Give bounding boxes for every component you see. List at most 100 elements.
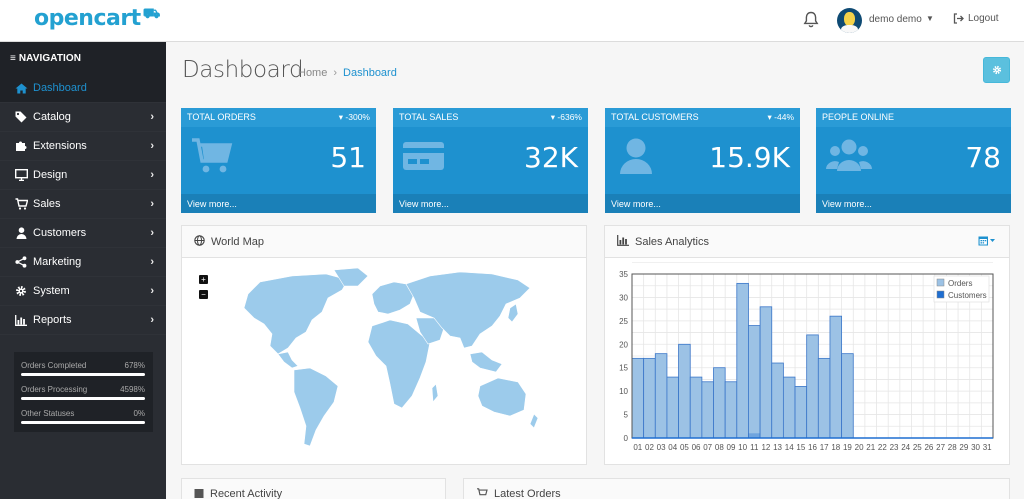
sign-out-icon <box>953 13 964 24</box>
orders-bar <box>829 315 843 439</box>
orders-bar <box>643 357 656 439</box>
x-tick-label: 12 <box>761 443 770 452</box>
sidebar-item-marketing[interactable]: Marketing › <box>0 248 166 277</box>
credit-card-icon <box>403 137 445 178</box>
y-tick-label: 15 <box>619 364 628 373</box>
calendar-icon <box>194 488 204 499</box>
chevron-right-icon: › <box>150 111 154 123</box>
progress-bar <box>21 373 145 376</box>
view-more-link[interactable]: View more... <box>181 194 376 213</box>
legend-swatch-customers <box>936 290 945 299</box>
legend-label-customers: Customers <box>948 291 987 300</box>
user-icon <box>14 227 28 239</box>
sidebar-item-sales[interactable]: Sales › <box>0 190 166 219</box>
x-tick-label: 16 <box>808 443 817 452</box>
tile-total-sales: TOTAL SALES ▾ -636% 32K View more... <box>393 108 588 213</box>
x-tick-label: 10 <box>738 443 747 452</box>
view-more-link[interactable]: View more... <box>816 194 1011 213</box>
header: opencart ⛟ demo demo ▼ Logout <box>0 0 1024 42</box>
breadcrumb-dashboard[interactable]: Dashboard <box>343 67 397 79</box>
map-zoom-out-button[interactable]: − <box>199 290 208 299</box>
orders-bar <box>806 334 819 439</box>
sidebar: ≡ NAVIGATION Dashboard Catalog › Extensio… <box>0 42 166 499</box>
x-tick-label: 01 <box>633 443 642 452</box>
gear-icon <box>14 285 28 297</box>
view-more-link[interactable]: View more... <box>393 194 588 213</box>
orders-bar <box>841 353 854 439</box>
orders-bar <box>678 343 691 439</box>
avatar[interactable] <box>837 8 862 33</box>
view-more-link[interactable]: View more... <box>605 194 800 213</box>
y-tick-label: 30 <box>619 293 628 302</box>
x-tick-label: 07 <box>703 443 712 452</box>
cart-icon <box>476 487 488 499</box>
x-tick-label: 19 <box>843 443 852 452</box>
page-title: Dashboard <box>182 57 304 83</box>
tag-icon <box>14 111 28 123</box>
orders-bar <box>666 376 679 439</box>
x-tick-label: 06 <box>692 443 701 452</box>
orders-bar <box>771 362 784 439</box>
home-icon <box>14 82 28 94</box>
orders-bar <box>794 386 808 439</box>
x-tick-label: 03 <box>657 443 666 452</box>
chevron-right-icon: › <box>150 256 154 268</box>
chevron-right-icon: › <box>150 285 154 297</box>
y-tick-label: 35 <box>619 270 628 279</box>
orders-bar <box>713 367 726 439</box>
logo[interactable]: opencart ⛟ <box>34 6 160 31</box>
sidebar-item-catalog[interactable]: Catalog › <box>0 103 166 132</box>
monitor-icon <box>14 169 28 181</box>
map-region-africa <box>367 319 431 409</box>
settings-button[interactable] <box>983 57 1010 83</box>
orders-bar <box>689 376 703 439</box>
orders-bar <box>631 357 645 439</box>
map-region-southeast-asia <box>469 351 503 373</box>
map-region-central-america <box>277 351 299 369</box>
sidebar-item-customers[interactable]: Customers › <box>0 219 166 248</box>
breadcrumb: Home › Dashboard <box>298 67 397 79</box>
y-tick-label: 25 <box>619 317 628 326</box>
sidebar-item-dashboard[interactable]: Dashboard <box>0 74 166 103</box>
logout-link[interactable]: Logout <box>953 13 999 24</box>
area-chart-icon <box>617 234 629 249</box>
chevron-right-icon: › <box>150 169 154 181</box>
chevron-right-icon: › <box>150 227 154 239</box>
map-region-japan <box>507 303 519 323</box>
x-tick-label: 05 <box>680 443 689 452</box>
caret-down-icon: ▾ <box>338 112 344 122</box>
chevron-right-icon: › <box>150 140 154 152</box>
sidebar-item-system[interactable]: System › <box>0 277 166 306</box>
stat-orders-processing: Orders Processing 4598% <box>21 385 145 400</box>
y-tick-label: 5 <box>624 411 629 420</box>
tile-people-online: PEOPLE ONLINE 78 View more... <box>816 108 1011 213</box>
map-zoom-in-button[interactable]: + <box>199 275 208 284</box>
sidebar-item-extensions[interactable]: Extensions › <box>0 132 166 161</box>
sidebar-item-design[interactable]: Design › <box>0 161 166 190</box>
caret-down-icon: ▾ <box>767 112 772 122</box>
progress-bar <box>21 421 145 424</box>
legend-swatch-orders <box>936 278 945 287</box>
bell-icon[interactable] <box>803 11 819 32</box>
sidebar-item-reports[interactable]: Reports › <box>0 306 166 335</box>
share-icon <box>14 256 28 268</box>
world-map[interactable] <box>230 268 550 453</box>
navigation-header[interactable]: ≡ NAVIGATION <box>0 42 166 74</box>
user-menu[interactable]: demo demo <box>869 14 922 25</box>
latest-orders-panel: Latest Orders <box>463 478 1010 499</box>
breadcrumb-separator: › <box>333 67 338 79</box>
orders-bar <box>701 381 714 439</box>
bar-chart-icon <box>14 314 28 326</box>
map-region-north-america <box>243 273 349 355</box>
x-tick-label: 31 <box>983 443 992 452</box>
caret-down-icon[interactable]: ▼ <box>926 14 934 23</box>
x-tick-label: 29 <box>959 443 968 452</box>
range-selector[interactable] <box>978 235 996 249</box>
breadcrumb-home[interactable]: Home <box>298 67 328 79</box>
x-tick-label: 17 <box>820 443 829 452</box>
puzzle-icon <box>14 140 28 152</box>
gear-icon <box>992 65 1001 75</box>
map-region-madagascar <box>431 383 439 403</box>
x-tick-label: 11 <box>750 443 759 452</box>
